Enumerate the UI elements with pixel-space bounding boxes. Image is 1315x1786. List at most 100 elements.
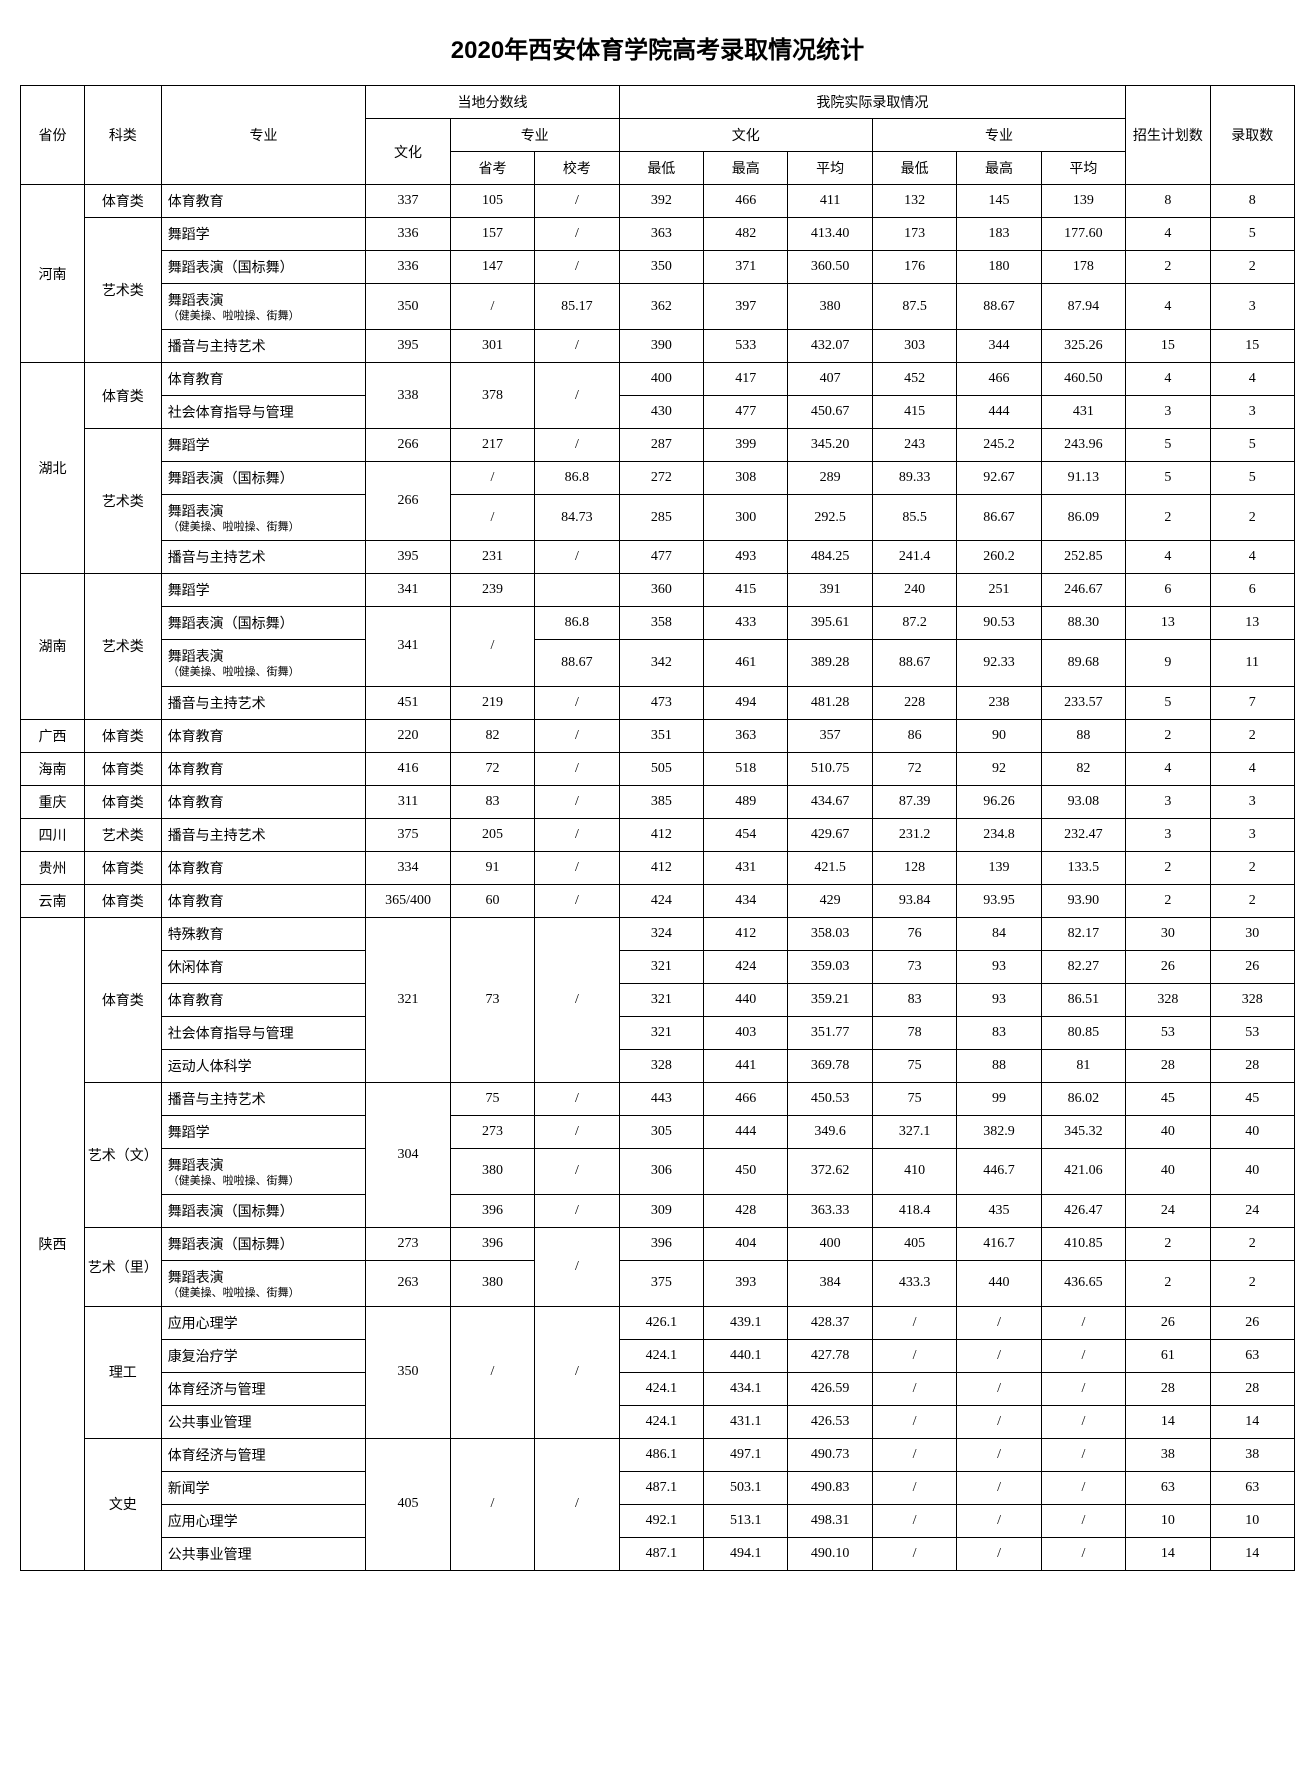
cell-spec-min: 86 [872, 719, 956, 752]
cell-culture-min: 492.1 [619, 1504, 703, 1537]
cell-plan: 40 [1126, 1115, 1210, 1148]
cell-plan: 28 [1126, 1372, 1210, 1405]
cell-culture-avg: 428.37 [788, 1306, 872, 1339]
cell-culture-min: 424.1 [619, 1405, 703, 1438]
cell-local-culture: 395 [366, 541, 450, 574]
cell-prov-exam: 396 [450, 1227, 534, 1260]
cell-spec-max: / [957, 1537, 1041, 1570]
cell-admit: 63 [1210, 1471, 1294, 1504]
cell-culture-min: 350 [619, 251, 703, 284]
cell-spec-avg: 87.94 [1041, 284, 1125, 330]
cell-culture-avg: 369.78 [788, 1049, 872, 1082]
cell-school-exam: 86.8 [535, 607, 619, 640]
cell-plan: 40 [1126, 1148, 1210, 1194]
cell-admit: 11 [1210, 640, 1294, 686]
cell-admit: 40 [1210, 1115, 1294, 1148]
cell-spec-avg: / [1041, 1372, 1125, 1405]
cell-spec-avg: 421.06 [1041, 1148, 1125, 1194]
cell-spec-avg: 82.17 [1041, 917, 1125, 950]
cell-culture-max: 403 [704, 1016, 788, 1049]
cell-plan: 3 [1126, 396, 1210, 429]
cell-spec-avg: 133.5 [1041, 851, 1125, 884]
cell-spec-max: 88.67 [957, 284, 1041, 330]
cell-major: 体育教育 [161, 185, 366, 218]
cell-culture-max: 489 [704, 785, 788, 818]
cell-spec-min: 452 [872, 363, 956, 396]
cell-spec-min: 173 [872, 218, 956, 251]
cell-category: 艺术类 [84, 218, 161, 363]
cell-culture-min: 385 [619, 785, 703, 818]
cell-culture-max: 399 [704, 429, 788, 462]
cell-culture-avg: 429 [788, 884, 872, 917]
cell-prov-exam: 75 [450, 1082, 534, 1115]
cell-culture-min: 487.1 [619, 1537, 703, 1570]
cell-local-culture: 338 [366, 363, 450, 429]
cell-culture-min: 358 [619, 607, 703, 640]
cell-plan: 26 [1126, 1306, 1210, 1339]
cell-spec-min: 433.3 [872, 1260, 956, 1306]
cell-spec-avg: 93.08 [1041, 785, 1125, 818]
cell-culture-min: 487.1 [619, 1471, 703, 1504]
cell-major: 体育经济与管理 [161, 1372, 366, 1405]
cell-spec-avg: 325.26 [1041, 330, 1125, 363]
cell-spec-max: 99 [957, 1082, 1041, 1115]
cell-culture-min: 412 [619, 851, 703, 884]
table-row: 湖北体育类体育教育338378/400417407452466460.5044 [21, 363, 1295, 396]
cell-spec-avg: 243.96 [1041, 429, 1125, 462]
cell-plan: 3 [1126, 818, 1210, 851]
cell-plan: 2 [1126, 1227, 1210, 1260]
cell-major: 舞蹈表演（国标舞） [161, 1227, 366, 1260]
cell-major-sub: （健美操、啦啦操、街舞） [168, 1287, 364, 1300]
cell-spec-min: 405 [872, 1227, 956, 1260]
cell-spec-max: 92.33 [957, 640, 1041, 686]
cell-spec-max: 251 [957, 574, 1041, 607]
cell-culture-min: 309 [619, 1194, 703, 1227]
cell-prov-exam: 219 [450, 686, 534, 719]
cell-culture-avg: 395.61 [788, 607, 872, 640]
cell-spec-min: 410 [872, 1148, 956, 1194]
cell-culture-max: 466 [704, 1082, 788, 1115]
cell-spec-min: 228 [872, 686, 956, 719]
cell-spec-min: 93.84 [872, 884, 956, 917]
cell-major: 播音与主持艺术 [161, 1082, 366, 1115]
cell-category: 体育类 [84, 851, 161, 884]
cell-local-culture: 451 [366, 686, 450, 719]
cell-spec-min: 241.4 [872, 541, 956, 574]
cell-culture-avg: 421.5 [788, 851, 872, 884]
cell-plan: 63 [1126, 1471, 1210, 1504]
cell-local-culture: 266 [366, 429, 450, 462]
cell-culture-avg: 289 [788, 462, 872, 495]
cell-prov-exam: 239 [450, 574, 534, 607]
cell-spec-max: 234.8 [957, 818, 1041, 851]
cell-spec-max: 180 [957, 251, 1041, 284]
cell-culture-min: 400 [619, 363, 703, 396]
table-row: 艺术（文）播音与主持艺术30475/443466450.53759986.024… [21, 1082, 1295, 1115]
cell-major: 播音与主持艺术 [161, 686, 366, 719]
cell-culture-max: 397 [704, 284, 788, 330]
cell-plan: 3 [1126, 785, 1210, 818]
table-row: 重庆体育类体育教育31183/385489434.6787.3996.2693.… [21, 785, 1295, 818]
cell-category: 体育类 [84, 785, 161, 818]
cell-plan: 328 [1126, 983, 1210, 1016]
table-row: 舞蹈表演（国标舞）266/86.827230828989.3392.6791.1… [21, 462, 1295, 495]
cell-plan: 5 [1126, 429, 1210, 462]
cell-plan: 5 [1126, 686, 1210, 719]
table-row: 休闲体育321424359.03739382.272626 [21, 950, 1295, 983]
hdr-province: 省份 [21, 86, 85, 185]
cell-culture-max: 450 [704, 1148, 788, 1194]
cell-local-culture: 336 [366, 251, 450, 284]
cell-spec-min: 87.2 [872, 607, 956, 640]
cell-prov-exam: 205 [450, 818, 534, 851]
cell-school-exam: / [535, 363, 619, 429]
cell-culture-min: 390 [619, 330, 703, 363]
cell-culture-min: 505 [619, 752, 703, 785]
cell-plan: 2 [1126, 251, 1210, 284]
cell-culture-min: 305 [619, 1115, 703, 1148]
cell-spec-min: 240 [872, 574, 956, 607]
cell-culture-min: 328 [619, 1049, 703, 1082]
cell-admit: 6 [1210, 574, 1294, 607]
cell-spec-min: 327.1 [872, 1115, 956, 1148]
cell-plan: 14 [1126, 1537, 1210, 1570]
cell-spec-min: 75 [872, 1082, 956, 1115]
cell-plan: 4 [1126, 284, 1210, 330]
